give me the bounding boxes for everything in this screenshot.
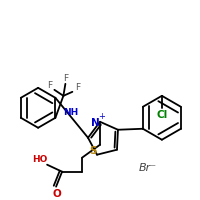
Text: Br⁻: Br⁻ [139,163,157,173]
Text: NH: NH [63,108,78,117]
Text: F: F [75,83,80,92]
Text: N: N [91,118,99,128]
Text: F: F [63,74,68,83]
Text: HO: HO [32,155,48,164]
Text: S: S [89,146,97,156]
Text: F: F [47,81,52,90]
Text: O: O [53,189,61,199]
Text: +: + [99,112,105,121]
Text: Cl: Cl [156,110,168,120]
